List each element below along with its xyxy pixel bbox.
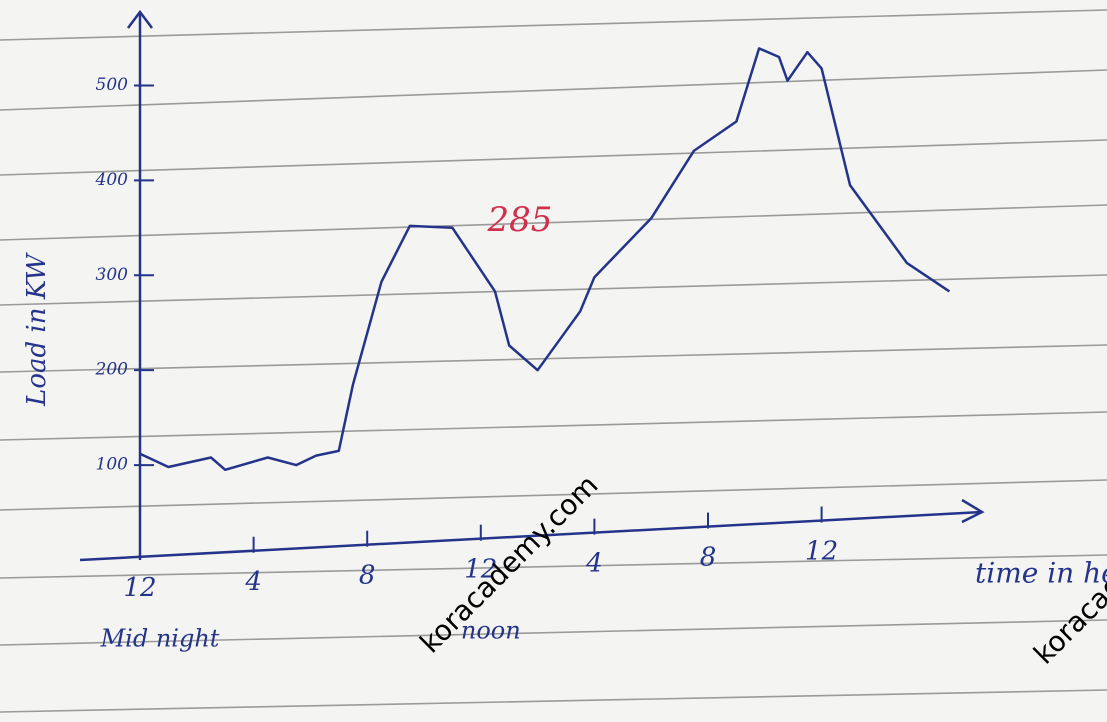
x-tick-label: 8 [700, 543, 717, 573]
paper-line [0, 344, 1107, 373]
paper-line [0, 689, 1107, 713]
x-tick-label: 4 [244, 567, 262, 597]
y-tick-label: 500 [96, 75, 129, 95]
paper-line [0, 69, 1107, 111]
paper-line [0, 204, 1107, 241]
x-tick-label: 4 [585, 549, 603, 579]
x-axis-arrow [961, 498, 985, 524]
x-tick-label: 12 [805, 537, 838, 567]
y-axis-arrow [127, 9, 153, 29]
annotation: 285 [487, 200, 553, 240]
paper-line [0, 554, 1107, 579]
load-curve [139, 47, 951, 472]
paper-line [0, 139, 1107, 176]
x-tick-label: 12 [464, 555, 497, 585]
paper-line [0, 619, 1107, 646]
paper-line [0, 274, 1107, 306]
y-tick-label: 200 [95, 360, 129, 380]
y-tick-label: 400 [95, 170, 129, 190]
y-tick-label: 300 [96, 265, 129, 285]
paper-lines [0, 9, 1107, 713]
paper-line [0, 479, 1107, 511]
paper-line [0, 9, 1107, 41]
x-tick-label: 8 [359, 561, 376, 591]
x-axis [79, 510, 983, 562]
x-tick-label: 12 [123, 573, 156, 603]
paper-line [0, 411, 1107, 441]
y-axis-label: Load in KW [22, 252, 52, 407]
midnight-label: Mid night [100, 625, 220, 653]
x-axis-label: time in hours. [975, 557, 1107, 590]
y-tick-label: 100 [96, 455, 129, 475]
noon-label: noon [461, 617, 521, 645]
